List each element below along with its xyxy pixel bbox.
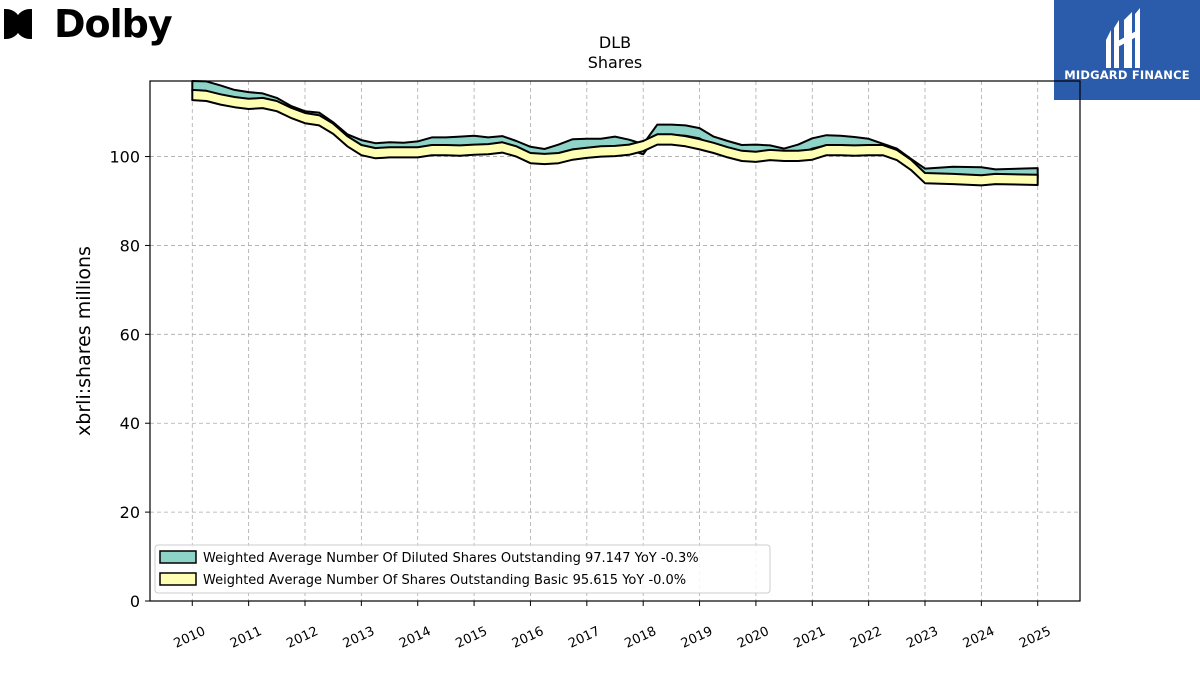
y-tick-label: 40 (120, 414, 140, 433)
legend-box (154, 544, 771, 594)
y-axis-label: xbrli:shares millions (73, 246, 95, 436)
midgard-emblem-icon (1106, 8, 1140, 68)
x-tick-label: 2017 (566, 624, 602, 652)
dolby-logo: Dolby (4, 2, 173, 46)
x-tick-label: 2022 (848, 624, 884, 652)
legend-label-basic: Weighted Average Number Of Shares Outsta… (203, 573, 686, 588)
x-tick-label: 2014 (397, 624, 433, 652)
dolby-double-d-icon (4, 9, 32, 39)
grid-lines (150, 81, 1080, 601)
plot-frame (149, 80, 1081, 602)
midgard-wordmark: MIDGARD FINANCE (1064, 68, 1190, 82)
x-tick-label: 2013 (341, 624, 377, 652)
x-tick-label: 2011 (228, 624, 264, 652)
x-tick-label: 2015 (453, 624, 489, 652)
x-tick-label: 2021 (792, 624, 828, 652)
y-ticks: 0 20 40 60 80 100 (109, 148, 150, 611)
chart-subtitle: Shares (588, 53, 643, 72)
y-tick-label: 80 (120, 236, 140, 255)
legend-swatch-basic (159, 572, 197, 586)
x-tick-label: 2024 (961, 624, 997, 652)
dolby-wordmark: Dolby (54, 2, 173, 46)
series-bands (191, 80, 1039, 187)
x-tick-label: 2012 (284, 624, 320, 652)
legend-swatch-diluted (159, 550, 197, 564)
legend: Weighted Average Number Of Diluted Share… (154, 544, 771, 594)
x-tick-label: 2010 (172, 624, 208, 652)
y-tick-label: 20 (120, 503, 140, 522)
legend-label-diluted: Weighted Average Number Of Diluted Share… (203, 551, 699, 566)
x-ticks: 2010 2011 2012 2013 2014 2015 2016 2017 2018 2019… (172, 601, 1053, 652)
x-tick-label: 2018 (623, 624, 659, 652)
y-tick-label: 0 (130, 592, 140, 611)
x-tick-label: 2016 (510, 624, 546, 652)
x-tick-label: 2019 (679, 624, 715, 652)
x-tick-label: 2025 (1017, 624, 1053, 652)
series-band-1 (191, 88, 1039, 187)
x-tick-label: 2023 (904, 624, 940, 652)
x-tick-label: 2020 (735, 624, 771, 652)
y-tick-label: 60 (120, 325, 140, 344)
y-tick-label: 100 (109, 148, 140, 167)
chart-title: DLB (599, 33, 631, 52)
midgard-finance-logo: MIDGARD FINANCE (1054, 0, 1200, 100)
